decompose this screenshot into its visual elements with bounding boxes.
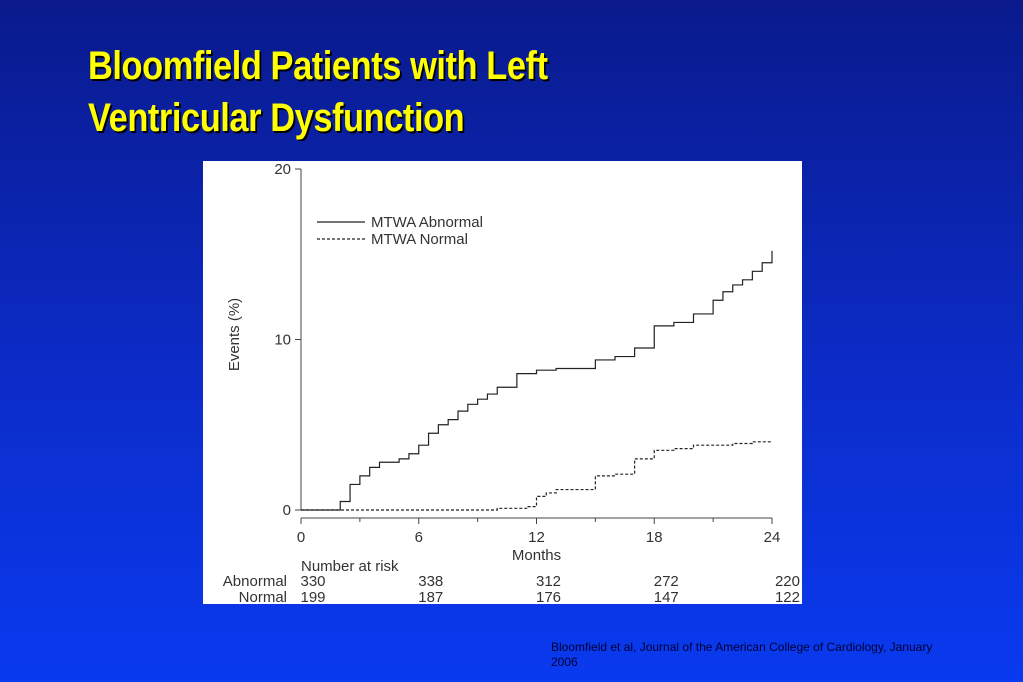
risk-row-label: Normal	[239, 589, 287, 604]
x-tick-label: 24	[764, 529, 781, 546]
legend-entry: MTWA Normal	[371, 231, 468, 248]
series-line-abnormal	[301, 250, 773, 511]
slide-title-line-1: Bloomfield Patients with Left	[88, 44, 548, 88]
slide-title-line-2: Ventricular Dysfunction	[88, 96, 465, 140]
series-line-normal	[301, 441, 772, 511]
x-tick-label: 12	[528, 529, 545, 546]
y-tick-label: 0	[283, 502, 291, 519]
risk-value: 122	[775, 589, 800, 604]
x-tick-label: 6	[415, 529, 423, 546]
y-tick-label: 10	[274, 332, 291, 349]
x-tick-label: 0	[297, 529, 305, 546]
legend-entry: MTWA Abnormal	[371, 214, 483, 231]
risk-value: 330	[300, 573, 325, 590]
y-axis-label: Events (%)	[226, 298, 243, 371]
risk-value: 199	[300, 589, 325, 604]
risk-row-label: Abnormal	[223, 573, 287, 590]
risk-value: 312	[536, 573, 561, 590]
risk-value: 272	[654, 573, 679, 590]
x-tick-label: 18	[646, 529, 663, 546]
citation: Bloomfield et al, Journal of the America…	[551, 640, 933, 669]
y-tick-label: 20	[274, 161, 291, 178]
slide-title: Bloomfield Patients with Left Ventricula…	[88, 40, 690, 144]
risk-table-heading: Number at risk	[301, 558, 399, 575]
risk-value: 147	[654, 589, 679, 604]
risk-value: 338	[418, 573, 443, 590]
chart-panel: 0 10 20 0 6 12 18 24 Months Events (%) MTWA Abnor…	[203, 161, 802, 604]
risk-value: 220	[775, 573, 800, 590]
kaplan-meier-chart: 0 10 20 0 6 12 18 24 Months Events (%) MTWA Abnor…	[223, 161, 800, 604]
risk-value: 187	[418, 589, 443, 604]
x-axis-label: Months	[512, 547, 561, 564]
risk-value: 176	[536, 589, 561, 604]
